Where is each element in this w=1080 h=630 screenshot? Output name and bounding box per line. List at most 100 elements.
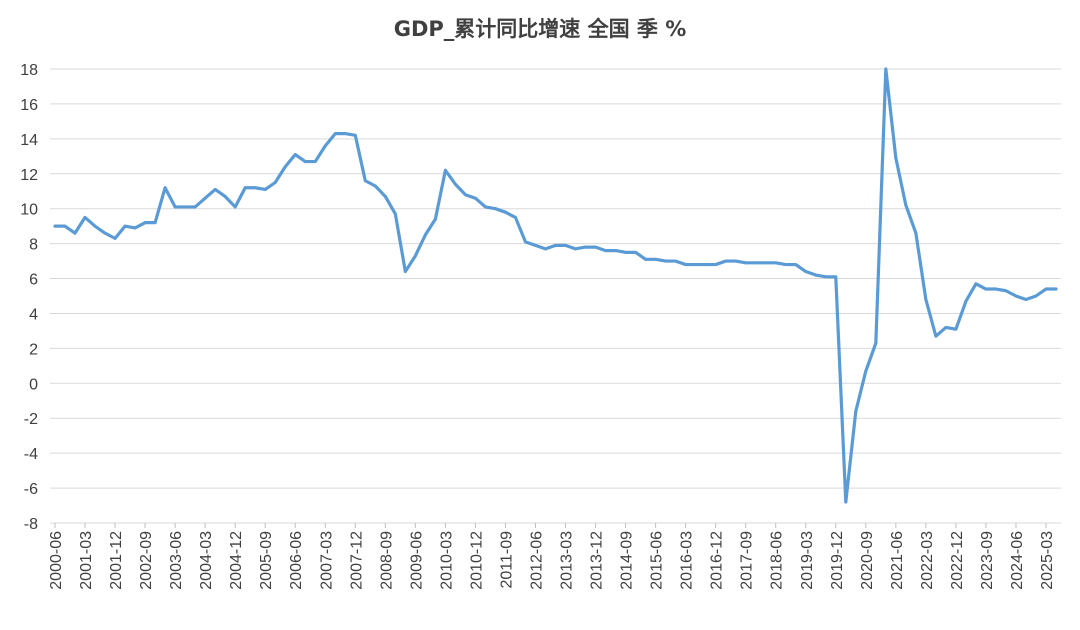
y-axis-tick-labels: 18 16 14 12 10 8 6 4 2 0 -2 -4 -6 -8 (20, 62, 38, 533)
data-point (844, 500, 848, 504)
data-point (574, 247, 577, 251)
data-point (754, 261, 758, 265)
data-point (1034, 294, 1038, 298)
y-tick-label: 14 (20, 132, 38, 149)
data-point (734, 259, 738, 263)
x-tick-label: 2003-06 (168, 531, 185, 590)
data-point (73, 231, 77, 235)
data-point (313, 160, 317, 163)
x-tick-label: 2016-12 (709, 531, 726, 590)
x-tick-label: 2023-09 (979, 531, 996, 590)
data-point (173, 205, 177, 209)
data-point (624, 250, 627, 254)
data-point (894, 156, 898, 160)
data-point (233, 205, 237, 209)
x-tick-label: 2010-03 (438, 531, 455, 590)
data-point (1044, 287, 1048, 291)
data-point (584, 245, 587, 249)
data-point (193, 205, 197, 209)
x-tick-label: 2020-09 (859, 531, 876, 590)
data-point (554, 243, 557, 247)
data-point (944, 326, 948, 329)
data-point (263, 188, 267, 191)
x-tick-label: 2011-09 (498, 531, 515, 589)
data-point (213, 188, 217, 191)
y-tick-label: 8 (29, 237, 38, 254)
data-point (293, 153, 297, 156)
data-point (403, 270, 407, 273)
x-tick-label: 2007-03 (318, 531, 335, 590)
data-point (714, 263, 718, 266)
y-tick-label: 10 (20, 202, 38, 219)
data-point (203, 196, 207, 200)
data-point (133, 226, 137, 230)
data-point (474, 196, 477, 200)
data-point (413, 254, 417, 258)
x-tick-label: 2005-09 (258, 531, 275, 590)
data-point (143, 221, 147, 225)
data-point (393, 212, 397, 216)
y-tick-label: 6 (29, 272, 38, 289)
data-point (864, 369, 868, 373)
x-tick-label: 2008-09 (378, 531, 395, 590)
data-point (514, 216, 517, 219)
data-point (544, 247, 547, 251)
data-point (343, 132, 347, 136)
x-tick-label: 2025-03 (1039, 531, 1056, 590)
data-point (303, 160, 307, 163)
data-point (163, 186, 167, 190)
x-tick-label: 2004-12 (228, 531, 245, 590)
data-point (443, 168, 447, 172)
data-point (484, 205, 487, 209)
x-tick-label: 2014-09 (619, 531, 636, 590)
data-point (283, 165, 287, 169)
data-point (433, 217, 437, 221)
x-tick-label: 2000-06 (48, 531, 65, 590)
x-tick-label: 2015-06 (649, 531, 666, 590)
data-point (614, 249, 617, 253)
data-point (1054, 287, 1058, 291)
data-point (123, 224, 127, 228)
x-tick-label: 2022-03 (919, 531, 936, 590)
y-tick-label: 12 (20, 167, 38, 184)
x-tick-label: 2019-12 (829, 531, 846, 590)
data-point (524, 240, 527, 244)
x-tick-label: 2022-12 (949, 531, 966, 590)
x-tick-label: 2024-06 (1009, 531, 1026, 590)
data-point (564, 243, 567, 247)
data-point (654, 257, 657, 261)
data-point (454, 182, 457, 186)
data-point (914, 231, 918, 235)
data-point (994, 287, 998, 291)
data-point (243, 186, 247, 190)
data-point (273, 181, 277, 184)
x-tick-label: 2019-03 (799, 531, 816, 590)
data-point (1004, 289, 1008, 293)
data-point (964, 299, 968, 303)
x-tick-label: 2016-03 (679, 531, 696, 590)
gdp-growth-series-line (53, 67, 1058, 504)
data-point (744, 261, 748, 265)
data-points (53, 67, 1058, 504)
data-point (494, 207, 497, 211)
data-point (854, 409, 858, 413)
data-point (674, 259, 678, 263)
y-tick-label: -4 (24, 446, 38, 463)
data-point (774, 261, 778, 265)
data-point (333, 132, 337, 136)
data-point (363, 179, 367, 183)
data-point (694, 263, 698, 266)
data-point (824, 275, 828, 279)
data-point (814, 273, 818, 277)
data-point (504, 210, 507, 214)
data-point (93, 224, 97, 228)
x-tick-label: 2013-03 (559, 531, 576, 590)
data-point (904, 203, 908, 207)
data-point (794, 263, 798, 266)
data-point (644, 257, 647, 261)
data-point (934, 334, 938, 338)
x-tick-label: 2010-12 (468, 531, 485, 590)
data-point (784, 263, 788, 266)
x-tick-label: 2021-06 (889, 531, 906, 590)
x-tick-label: 2001-03 (78, 531, 95, 590)
